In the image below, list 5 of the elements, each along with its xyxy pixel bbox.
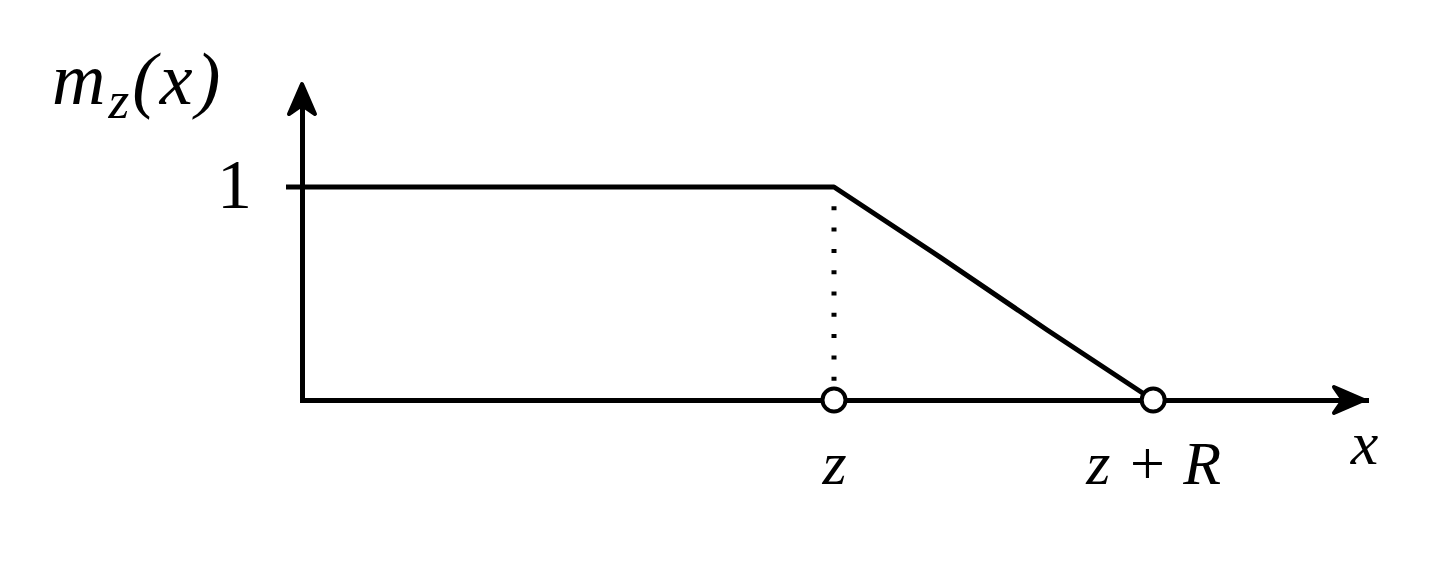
y-axis-title: m$_{z}$(x) (52, 38, 224, 132)
x-tick-label: z (821, 428, 847, 497)
text: 1 (217, 146, 252, 223)
x-tick-label: z + R (1085, 428, 1222, 497)
x-axis-title: x (1349, 408, 1379, 477)
